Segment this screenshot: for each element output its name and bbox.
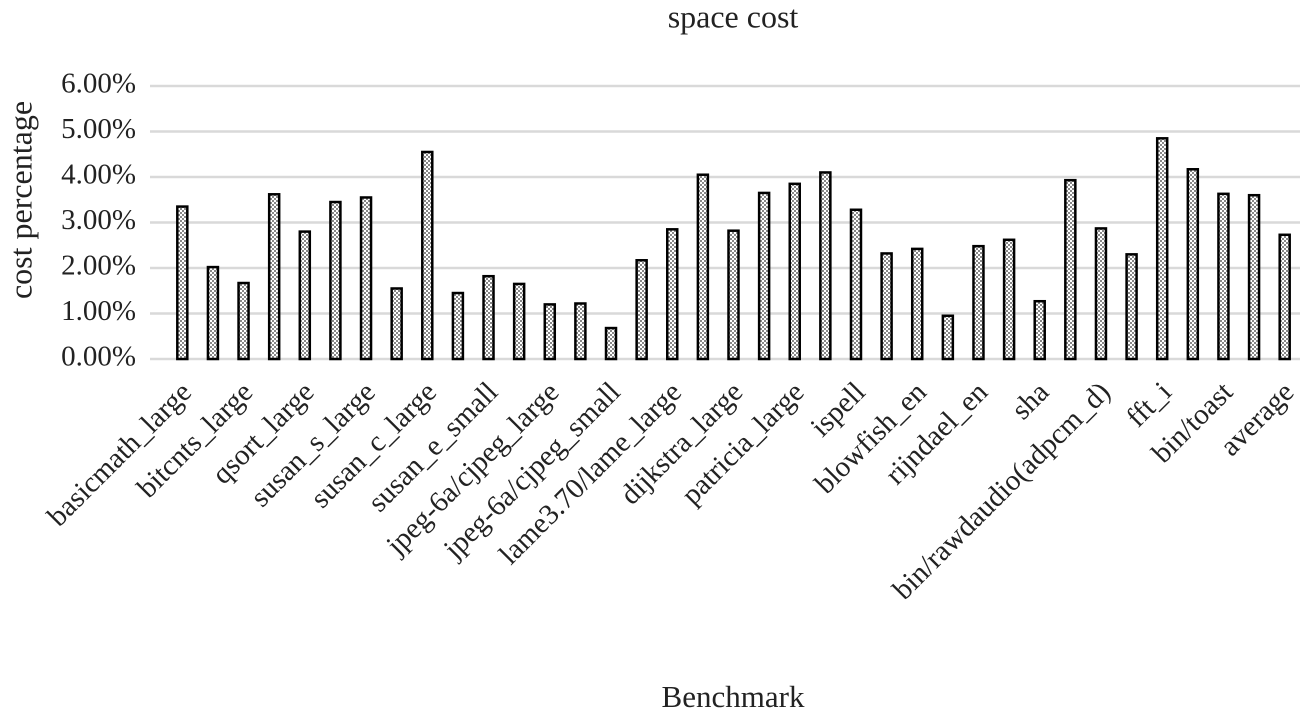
bar (849, 208, 863, 361)
bar (788, 182, 801, 361)
bar (390, 287, 403, 361)
bar (757, 191, 771, 361)
bar (543, 303, 557, 361)
bar (819, 171, 832, 361)
bar (482, 274, 495, 361)
chart-title: space cost (668, 0, 799, 34)
bar (941, 314, 955, 361)
bar (1247, 193, 1261, 361)
y-tick-label: 0.00% (61, 341, 136, 373)
bar (1155, 137, 1169, 361)
bar (176, 205, 189, 361)
bar (237, 281, 250, 361)
bar (421, 150, 434, 361)
bar (451, 291, 465, 361)
y-tick-label: 6.00% (61, 68, 136, 100)
y-tick-label: 3.00% (61, 204, 136, 236)
bar (512, 282, 526, 361)
bar (1094, 227, 1108, 361)
x-tick-label: sha (1005, 376, 1055, 426)
bar (329, 200, 342, 361)
y-tick-label: 1.00% (61, 295, 136, 327)
bar (727, 229, 740, 361)
bar (574, 302, 587, 361)
y-tick-label: 2.00% (61, 250, 136, 282)
y-axis-label: cost percentage (2, 101, 38, 299)
y-tick-label: 4.00% (61, 159, 136, 191)
x-tick-label: bin/rawdaudio(adpcm_d) (887, 376, 1117, 606)
bar (206, 265, 220, 361)
bar (298, 230, 312, 361)
bar (1125, 253, 1138, 361)
bar (267, 193, 281, 361)
bar (666, 228, 679, 361)
bar (1064, 178, 1077, 361)
bar (880, 252, 893, 361)
bar (635, 259, 648, 361)
bar (1033, 299, 1046, 361)
bar (1002, 238, 1016, 361)
bar (910, 247, 924, 361)
x-axis-label: Benchmark (662, 679, 805, 714)
y-tick-label: 5.00% (61, 113, 136, 145)
bar (359, 196, 373, 361)
bar (1217, 192, 1230, 361)
bar (696, 173, 710, 361)
bar (1186, 168, 1200, 361)
bar (1278, 233, 1291, 361)
bar (972, 244, 985, 361)
bar (604, 326, 618, 361)
